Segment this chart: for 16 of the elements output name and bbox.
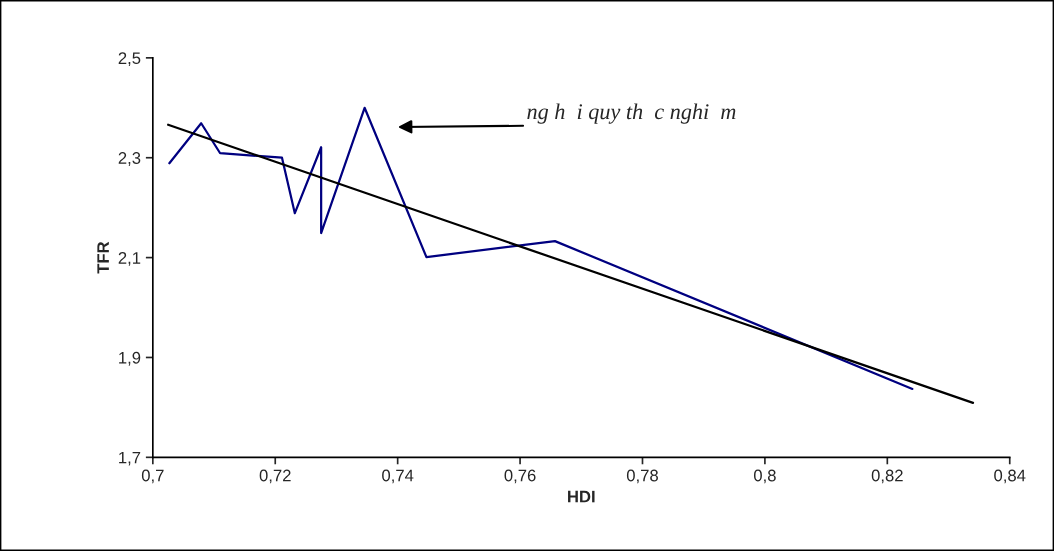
x-tick-label: 0,72 bbox=[259, 469, 291, 484]
x-tick-label: 0,8 bbox=[753, 469, 776, 484]
y-tick-label: 2,1 bbox=[118, 251, 141, 266]
x-tick-label: 0,74 bbox=[382, 469, 414, 484]
y-tick-label: 1,7 bbox=[119, 451, 141, 466]
y-tick-label: 2,5 bbox=[118, 52, 141, 67]
annotation: ng h i quy th c nghi m bbox=[527, 103, 736, 124]
y-tick-label: 2,3 bbox=[118, 152, 141, 166]
x-tick-label: 0,76 bbox=[504, 469, 536, 484]
y-tick-label: 1,9 bbox=[119, 351, 141, 366]
x-tick-label: 0,78 bbox=[626, 469, 658, 484]
x-tick-label: 0,84 bbox=[994, 469, 1026, 484]
y-axis-title: TFR bbox=[97, 241, 109, 274]
x-tick-label: 0,7 bbox=[141, 469, 164, 484]
x-axis-title: HDI bbox=[568, 490, 595, 503]
x-tick-label: 0,82 bbox=[871, 469, 903, 484]
